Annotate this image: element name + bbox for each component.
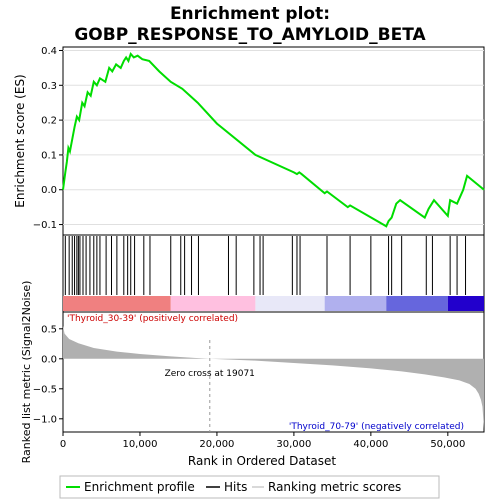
es-y-tick-label: 0.1 — [41, 150, 57, 161]
hits-ticks — [64, 236, 467, 295]
rank-x-tick-label: 30,000 — [276, 439, 311, 450]
rank-x-tick-label: 20,000 — [199, 439, 234, 450]
metric-y-tick-label: −1.0 — [33, 414, 57, 425]
heatmap-segment — [324, 296, 387, 311]
legend-enrichment-label: Enrichment profile — [84, 480, 195, 494]
metric-y-tick-label: 0.5 — [41, 324, 57, 335]
heatmap-segment — [63, 296, 171, 311]
negative-class-label: 'Thyroid_70-79' (negatively correlated) — [289, 422, 464, 432]
rank-x-axis: 0 10,000 20,000 30,000 40,000 50,000 — [60, 432, 465, 450]
enrichment-profile-line — [62, 51, 485, 228]
legend-frame — [59, 475, 440, 499]
es-y-tick-label: 0.4 — [41, 46, 57, 57]
rank-x-axis-label: Rank in Ordered Dataset — [188, 454, 336, 468]
chart-title-line2: GOBP_RESPONSE_TO_AMYLOID_BETA — [74, 25, 426, 45]
heatmap-segment — [170, 296, 256, 311]
es-y-tick-label: 0.3 — [41, 81, 57, 92]
es-y-axis-label: Enrichment score (ES) — [13, 74, 27, 207]
es-y-tick-label: 0.0 — [41, 185, 57, 196]
rank-heatmap-bar — [63, 296, 484, 311]
rank-x-tick-label: 40,000 — [353, 439, 388, 450]
es-y-tick-label: −0.1 — [33, 220, 57, 231]
es-panel-frame — [62, 46, 485, 236]
metric-y-tick-label: 0.0 — [41, 354, 57, 365]
rank-x-tick-label: 50,000 — [430, 439, 465, 450]
legend: Enrichment profile Hits Ranking metric s… — [59, 475, 440, 499]
es-y-tick-label: 0.2 — [41, 116, 57, 127]
legend-hits-label: Hits — [224, 480, 247, 494]
heatmap-segment — [255, 296, 325, 311]
es-y-axis: −0.1 0.0 0.1 0.2 0.3 0.4 — [33, 46, 63, 231]
heatmap-segment — [386, 296, 448, 311]
chart-title-line1: Enrichment plot: — [170, 4, 330, 24]
positive-class-label: 'Thyroid_30-39' (positively correlated) — [67, 314, 238, 324]
es-gridlines — [63, 49, 484, 226]
metric-y-tick-label: −0.5 — [33, 384, 57, 395]
metric-y-axis-label: Ranked list metric (Signal2Noise) — [20, 281, 33, 464]
rank-x-tick-label: 0 — [60, 439, 66, 450]
legend-ranking-label: Ranking metric scores — [268, 480, 401, 494]
zero-cross-label: Zero cross at 19071 — [165, 369, 255, 379]
metric-y-axis: 0.5 0.0 −0.5 −1.0 — [33, 324, 63, 425]
rank-x-tick-label: 10,000 — [122, 439, 157, 450]
heatmap-segment — [447, 296, 484, 311]
